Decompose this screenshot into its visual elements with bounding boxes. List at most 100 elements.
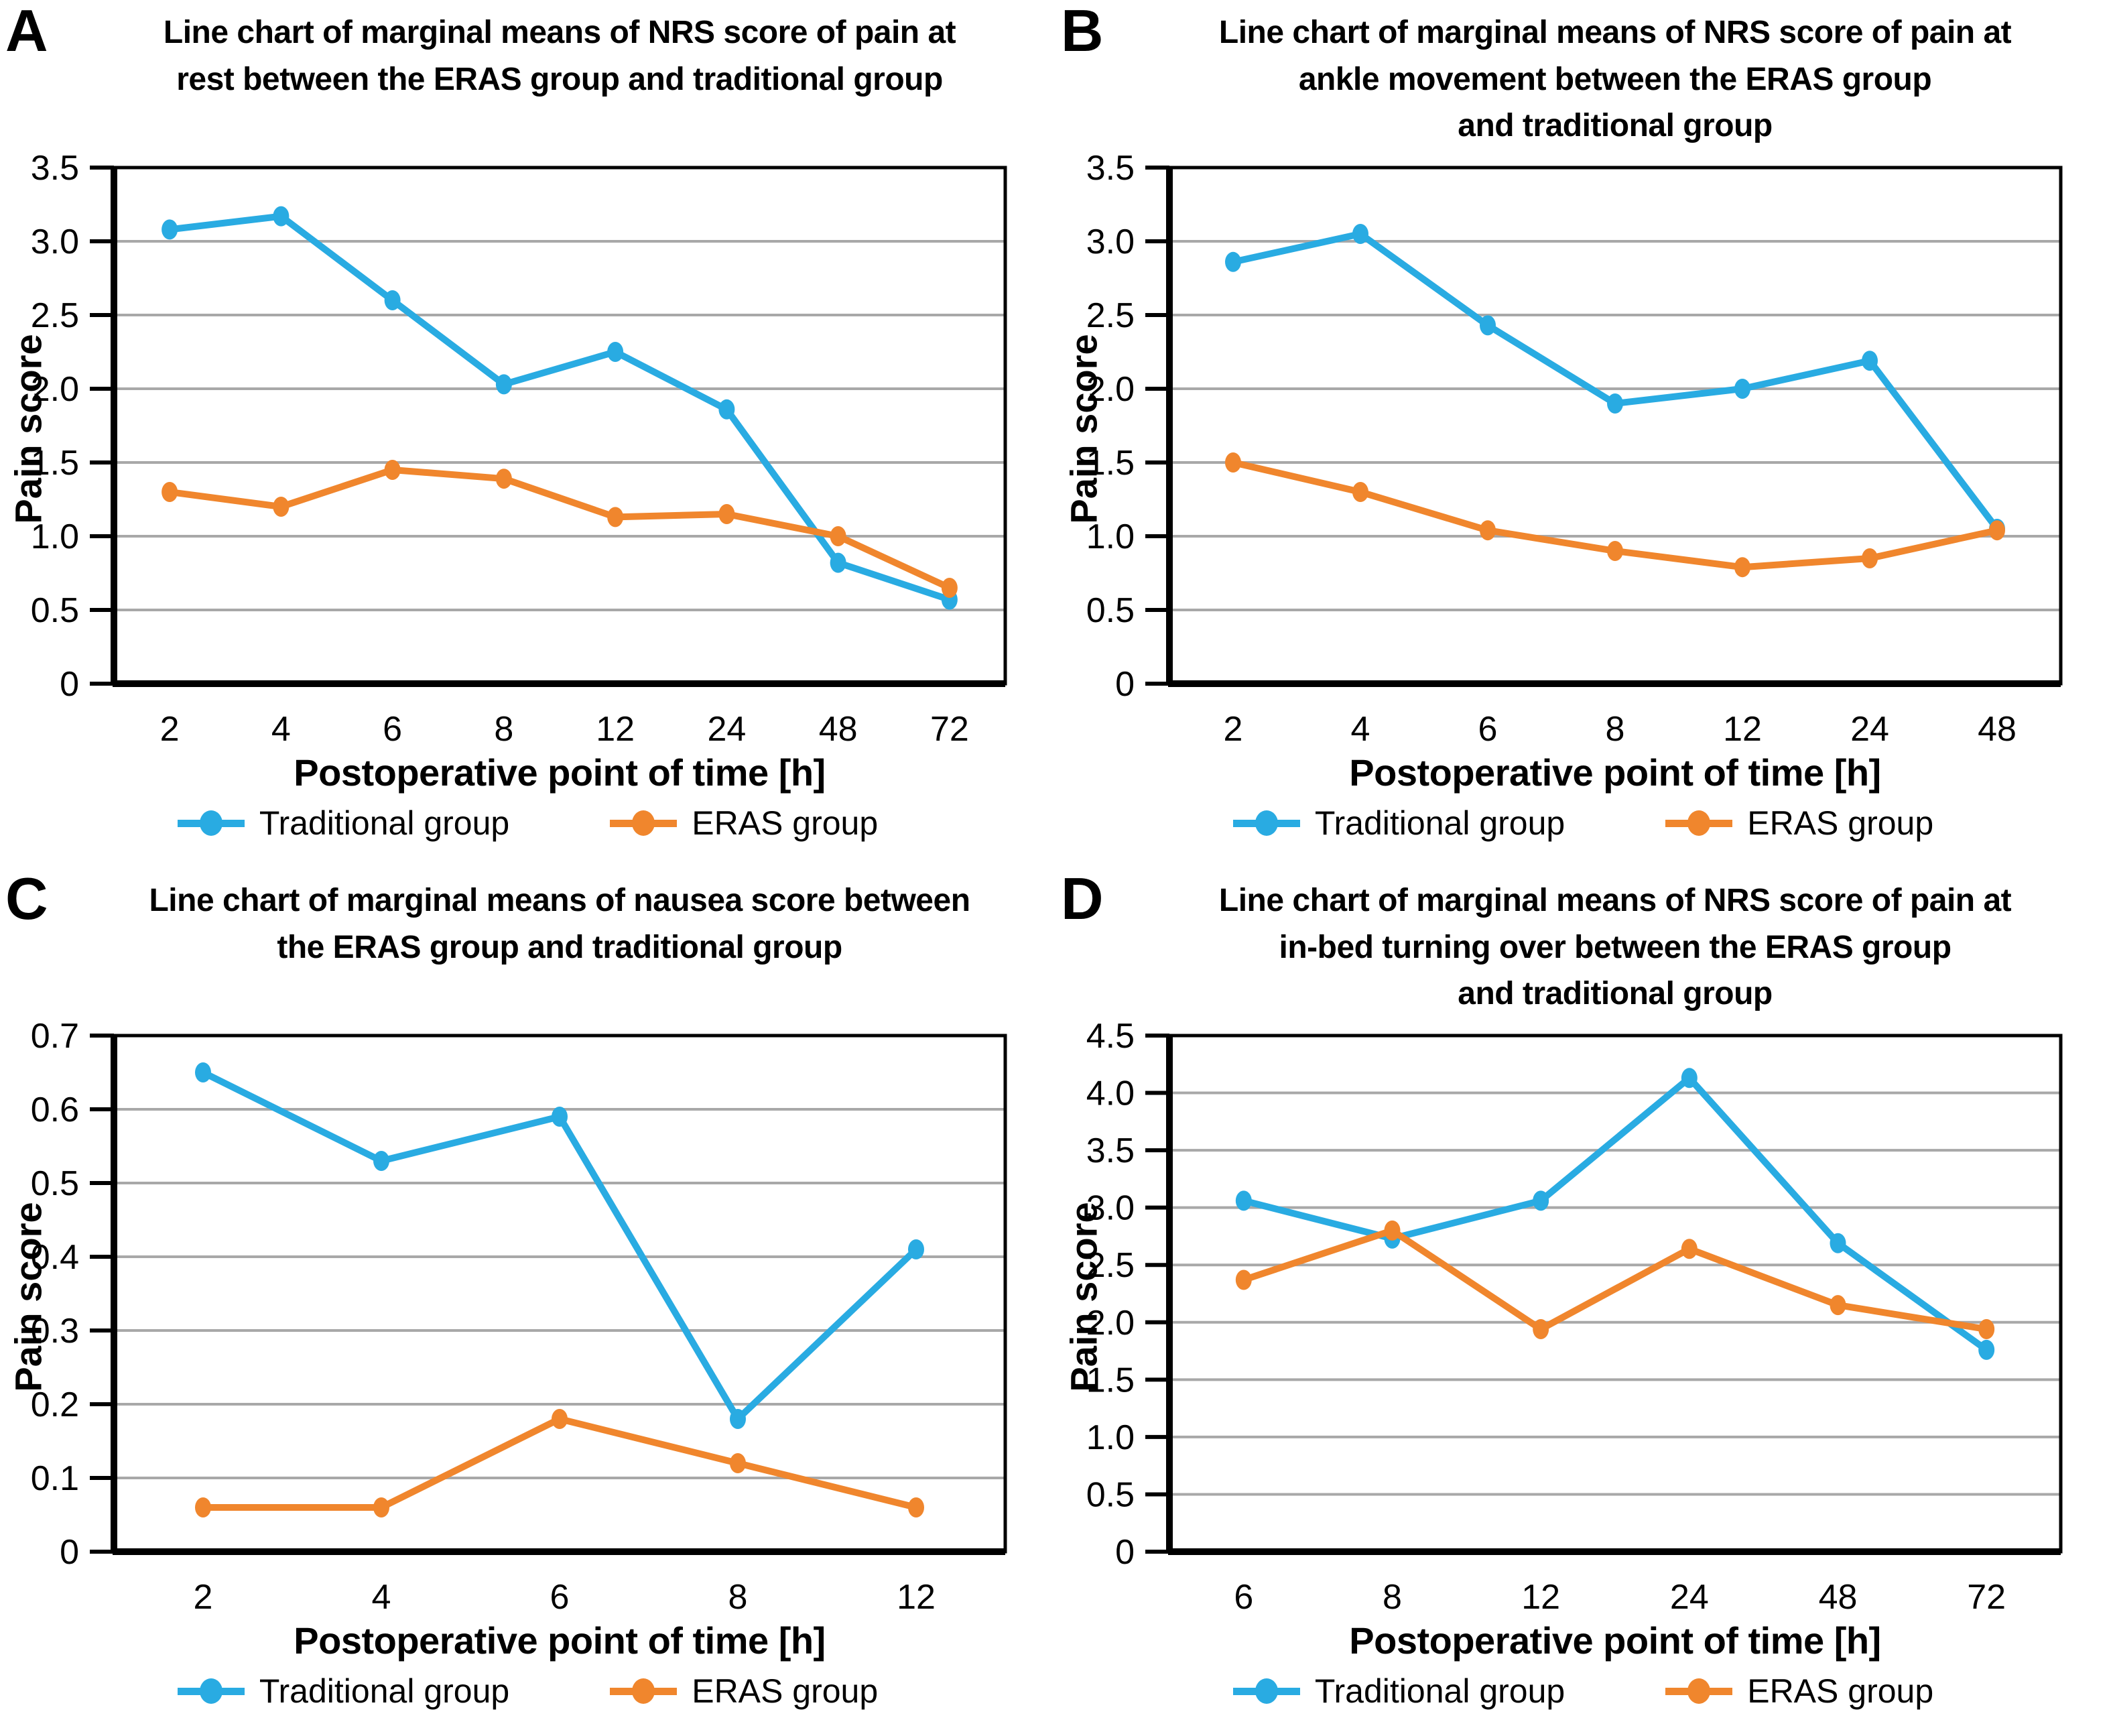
svg-text:4.0: 4.0 (1086, 1074, 1135, 1113)
legend-label: Traditional group (1314, 804, 1565, 842)
legend-marker-eras-icon (610, 1678, 678, 1704)
panel-letter: B (1061, 0, 1104, 64)
legend: Traditional group ERAS group (1056, 1672, 2111, 1711)
legend-marker-traditional-icon (1232, 810, 1300, 836)
legend: Traditional group ERAS group (0, 1672, 1056, 1711)
svg-text:3.5: 3.5 (1086, 1131, 1135, 1170)
svg-text:48: 48 (819, 710, 858, 749)
svg-text:2.5: 2.5 (1086, 1246, 1135, 1285)
panel-letter: A (5, 0, 48, 64)
legend-marker-traditional-icon (1232, 1678, 1300, 1704)
svg-text:8: 8 (1383, 1578, 1402, 1617)
svg-text:1.0: 1.0 (1086, 1418, 1135, 1457)
plot-area: 0 0.5 1.0 1.5 2.0 2.5 3.0 3.5 4.0 4.5 6 8 12 24 48 72 (1086, 1022, 2063, 1617)
legend-marker-eras-icon (1665, 810, 1733, 836)
svg-text:0.3: 0.3 (31, 1312, 79, 1351)
svg-text:3.5: 3.5 (31, 154, 79, 188)
legend-label: Traditional group (259, 1672, 510, 1710)
svg-text:8: 8 (494, 710, 513, 749)
svg-text:6: 6 (1234, 1578, 1253, 1617)
svg-text:0: 0 (1115, 1533, 1135, 1572)
svg-text:2.0: 2.0 (31, 370, 79, 409)
legend-label: ERAS group (1747, 1672, 1934, 1710)
legend: Traditional group ERAS group (1056, 804, 2111, 843)
y-axis-title: Pain score (7, 334, 50, 524)
chart-title: Line chart of marginal means of nausea s… (149, 883, 970, 965)
svg-text:0.1: 0.1 (31, 1459, 79, 1498)
panel-header: Line chart of marginal means of nausea s… (0, 868, 1056, 1022)
chart-title: Line chart of marginal means of NRS scor… (163, 15, 956, 97)
svg-text:1.5: 1.5 (1086, 444, 1135, 483)
legend-item-eras: ERAS group (1665, 1672, 1933, 1711)
svg-text:2: 2 (160, 710, 180, 749)
legend-item-traditional: Traditional group (1232, 1672, 1565, 1711)
panel-letter: C (5, 865, 48, 932)
legend-item-eras: ERAS group (610, 1672, 878, 1711)
svg-text:24: 24 (1850, 710, 1889, 749)
plot-area: 00.51.01.52.02.53.03.52 4 6 8 12 24 48 72 (31, 154, 1007, 749)
svg-text:3.0: 3.0 (31, 223, 79, 261)
svg-text:0: 0 (1115, 665, 1135, 704)
svg-text:6: 6 (1478, 710, 1498, 749)
panel-b: B Line chart of marginal means of NRS sc… (1056, 0, 2111, 868)
legend-label: ERAS group (1747, 804, 1934, 842)
svg-text:0.4: 0.4 (31, 1238, 79, 1277)
svg-text:24: 24 (707, 710, 746, 749)
svg-text:12: 12 (897, 1578, 936, 1617)
svg-text:48: 48 (1978, 710, 2017, 749)
panel-letter: D (1061, 865, 1104, 932)
y-axis-title: Pain score (1062, 1202, 1105, 1392)
svg-text:1.5: 1.5 (1086, 1361, 1135, 1400)
x-axis-title: Postoperative point of time [h] (294, 1619, 826, 1662)
legend-label: Traditional group (1314, 1672, 1565, 1710)
panel-header: Line chart of marginal means of NRS scor… (0, 0, 1056, 154)
legend-item-eras: ERAS group (610, 804, 878, 843)
svg-text:0: 0 (60, 1533, 79, 1572)
svg-text:0.5: 0.5 (31, 1164, 79, 1203)
svg-text:24: 24 (1670, 1578, 1709, 1617)
svg-text:1.0: 1.0 (1086, 517, 1135, 556)
svg-text:0.2: 0.2 (31, 1385, 79, 1424)
x-axis-title: Postoperative point of time [h] (1349, 751, 1881, 794)
svg-text:6: 6 (383, 710, 402, 749)
chart-title: Line chart of marginal means of NRS scor… (1218, 883, 2012, 1012)
svg-text:0.5: 0.5 (1086, 1475, 1135, 1514)
legend-item-eras: ERAS group (1665, 804, 1933, 843)
svg-text:12: 12 (1723, 710, 1762, 749)
panel-c: C Line chart of marginal means of nausea… (0, 868, 1056, 1736)
x-axis-title: Postoperative point of time [h] (294, 751, 826, 794)
svg-text:3.5: 3.5 (1086, 154, 1135, 188)
y-axis-title: Pain score (7, 1202, 50, 1392)
svg-text:2: 2 (194, 1578, 213, 1617)
svg-text:4: 4 (1351, 710, 1370, 749)
svg-text:2.5: 2.5 (1086, 296, 1135, 335)
svg-text:72: 72 (1967, 1578, 2006, 1617)
legend: Traditional group ERAS group (0, 804, 1056, 843)
legend-label: ERAS group (692, 804, 879, 842)
x-axis-title: Postoperative point of time [h] (1349, 1619, 1881, 1662)
svg-text:4.5: 4.5 (1086, 1022, 1135, 1056)
svg-text:8: 8 (728, 1578, 748, 1617)
legend-marker-eras-icon (610, 810, 678, 836)
svg-text:48: 48 (1819, 1578, 1858, 1617)
svg-text:8: 8 (1606, 710, 1625, 749)
svg-text:4: 4 (372, 1578, 391, 1617)
svg-text:6: 6 (550, 1578, 570, 1617)
svg-text:72: 72 (930, 710, 969, 749)
svg-text:1.0: 1.0 (31, 517, 79, 556)
svg-text:2.0: 2.0 (1086, 370, 1135, 409)
panel-header: Line chart of marginal means of NRS scor… (1056, 868, 2111, 1022)
y-axis-title: Pain score (1062, 334, 1105, 524)
panel-header: Line chart of marginal means of NRS scor… (1056, 0, 2111, 154)
chart-title: Line chart of marginal means of NRS scor… (1218, 15, 2012, 144)
svg-text:0.5: 0.5 (31, 591, 79, 630)
svg-text:2.0: 2.0 (1086, 1304, 1135, 1343)
legend-marker-traditional-icon (177, 1678, 245, 1704)
legend-label: Traditional group (259, 804, 510, 842)
plot-area: 0 0.1 0.2 0.3 0.4 0.5 0.6 0.7 2 4 6 8 12 (31, 1022, 1007, 1617)
legend-item-traditional: Traditional group (177, 1672, 510, 1711)
legend-marker-traditional-icon (177, 810, 245, 836)
svg-text:3.0: 3.0 (1086, 1189, 1135, 1228)
svg-text:12: 12 (596, 710, 635, 749)
